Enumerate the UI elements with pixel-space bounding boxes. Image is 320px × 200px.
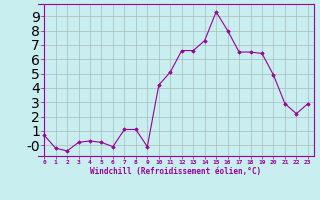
X-axis label: Windchill (Refroidissement éolien,°C): Windchill (Refroidissement éolien,°C): [91, 167, 261, 176]
